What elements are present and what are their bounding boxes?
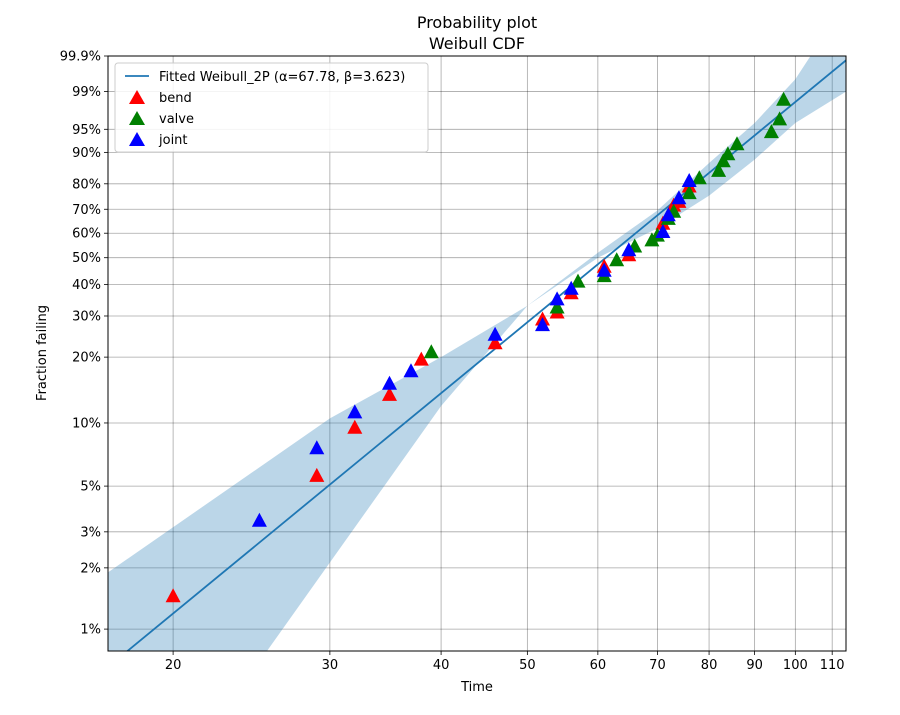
data-point-valve [691, 170, 707, 185]
y-tick-label: 5% [80, 480, 101, 495]
data-point-joint [596, 262, 612, 277]
data-point-valve [549, 299, 565, 314]
x-tick-label: 30 [322, 658, 339, 673]
data-point-bend [165, 588, 181, 603]
data-point-joint [251, 512, 267, 527]
data-point-valve [711, 162, 727, 177]
y-tick-label: 10% [72, 416, 101, 431]
data-point-valve [570, 273, 586, 288]
y-tick-label: 90% [72, 146, 101, 161]
data-point-joint [563, 280, 579, 295]
x-axis-label: Time [460, 680, 493, 695]
series-joint [251, 173, 697, 527]
y-tick-label: 50% [72, 251, 101, 266]
x-tick-label: 50 [519, 658, 536, 673]
series-valve [423, 91, 792, 359]
y-tick-label: 99% [72, 85, 101, 100]
data-point-bend [347, 419, 363, 434]
y-tick-label: 3% [80, 525, 101, 540]
y-tick-label: 20% [72, 351, 101, 366]
legend-label-valve: valve [159, 112, 194, 127]
data-point-valve [776, 91, 792, 106]
x-tick-label: 100 [783, 658, 808, 673]
plot-frame [107, 55, 847, 652]
data-point-joint [382, 375, 397, 390]
data-point-valve [772, 111, 788, 126]
y-tick-label: 80% [72, 177, 101, 192]
y-tick-label: 95% [72, 123, 101, 138]
data-point-valve [681, 185, 697, 200]
y-tick-label: 40% [72, 278, 101, 293]
x-tick-label: 40 [433, 658, 450, 673]
y-tick-label: 70% [72, 203, 101, 218]
data-point-joint [660, 207, 676, 222]
x-tick-label: 80 [701, 658, 718, 673]
x-tick-label: 90 [746, 658, 763, 673]
data-point-joint [681, 173, 697, 187]
data-point-valve [763, 124, 779, 139]
data-point-joint [347, 404, 363, 419]
data-point-valve [729, 136, 745, 151]
data-point-joint [309, 440, 325, 455]
x-tick-label: 70 [649, 658, 666, 673]
y-tick-label: 99.9% [60, 50, 101, 65]
legend-label-joint: joint [158, 133, 188, 148]
x-tick-label: 60 [590, 658, 607, 673]
y-axis-ticks: 1% 2% 3% 5% 10% 20% 30% 40% 50% 60% 70% 80% 90% 95% 99… [60, 50, 108, 638]
confidence-band [108, 56, 846, 651]
confidence-band-layer [108, 56, 846, 651]
data-point-joint [487, 326, 503, 341]
legend-label-bend: bend [159, 91, 192, 106]
data-point-valve [720, 146, 736, 161]
data-point-bend [382, 386, 397, 401]
y-tick-label: 30% [72, 309, 101, 324]
chart-subtitle: Weibull CDF [429, 34, 525, 53]
legend-box [114, 62, 429, 153]
x-tick-label: 110 [820, 658, 845, 673]
legend-marker-valve [129, 111, 145, 125]
y-tick-label: 1% [80, 623, 101, 638]
x-tick-label: 20 [165, 658, 182, 673]
legend-marker-bend [129, 90, 145, 104]
data-point-joint [655, 224, 671, 238]
data-point-valve [423, 344, 439, 359]
data-point-joint [535, 317, 550, 332]
chart-title: Probability plot [417, 13, 537, 32]
x-axis-ticks: 20 30 40 50 60 70 80 90 100 110 [165, 651, 845, 673]
data-point-valve [609, 252, 625, 267]
data-point-joint [549, 291, 565, 306]
legend-marker-joint [129, 132, 145, 146]
data-point-joint [403, 363, 419, 378]
data-point-bend [309, 467, 325, 482]
legend-label-fit: Fitted Weibull_2P (α=67.78, β=3.623) [159, 70, 405, 85]
data-point-bend [413, 351, 429, 366]
y-tick-label: 2% [80, 561, 101, 576]
data-point-joint [621, 242, 637, 257]
data-point-joint [671, 190, 687, 205]
data-point-bend [487, 335, 503, 350]
data-points-layer [165, 91, 792, 603]
legend: Fitted Weibull_2P (α=67.78, β=3.623) ben… [114, 62, 429, 153]
y-tick-label: 60% [72, 227, 101, 242]
y-axis-label: Fraction failing [35, 305, 50, 401]
